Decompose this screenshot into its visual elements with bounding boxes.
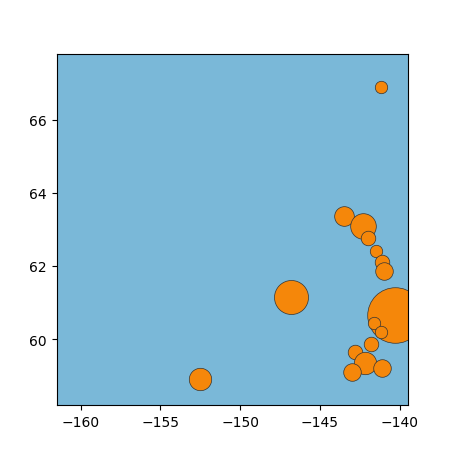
Point bbox=[361, 359, 368, 367]
Point bbox=[379, 365, 386, 372]
Point bbox=[379, 259, 386, 266]
Point bbox=[359, 222, 366, 230]
Point bbox=[367, 341, 375, 349]
Point bbox=[348, 369, 356, 376]
Point bbox=[377, 329, 384, 336]
Point bbox=[380, 268, 387, 275]
Point bbox=[391, 312, 399, 319]
Point bbox=[340, 213, 347, 221]
Point bbox=[197, 376, 204, 383]
Point bbox=[376, 304, 383, 312]
Point bbox=[377, 84, 384, 91]
Point bbox=[372, 248, 380, 255]
Point bbox=[352, 349, 359, 356]
Point bbox=[364, 235, 371, 243]
Point bbox=[288, 293, 295, 301]
Point bbox=[371, 319, 378, 327]
